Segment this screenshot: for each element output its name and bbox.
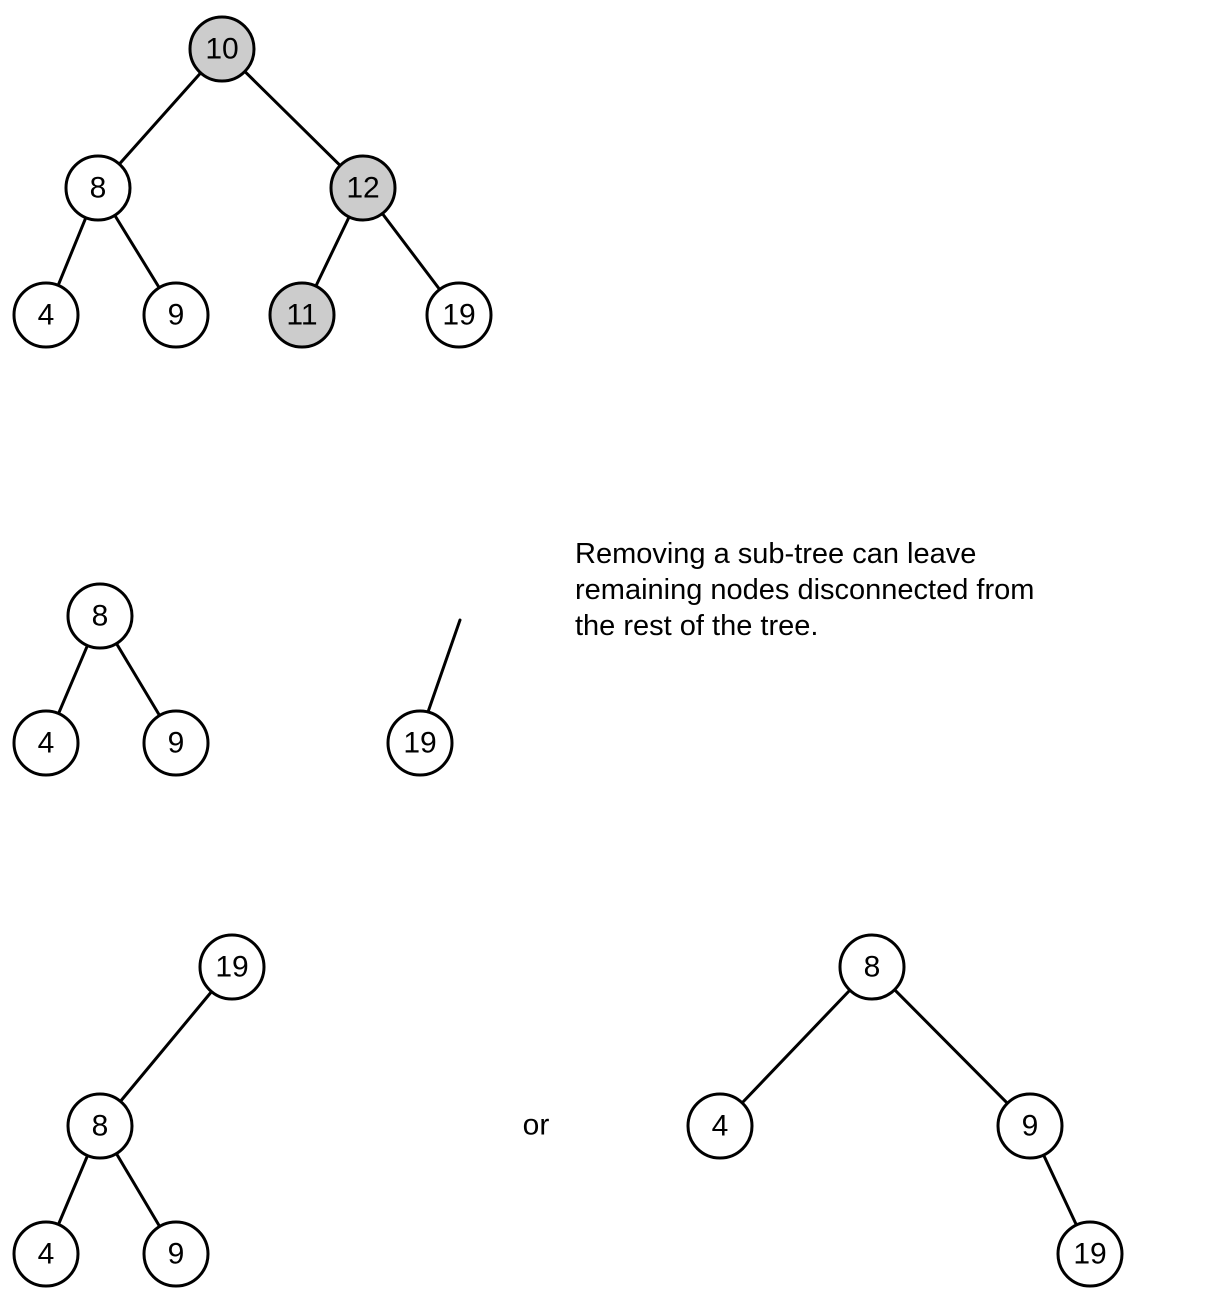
caption-line: Removing a sub-tree can leave [575, 538, 976, 570]
tree-node: 4 [14, 1222, 78, 1286]
tree-edge [382, 214, 439, 290]
tree-node: 9 [998, 1094, 1062, 1158]
tree-original: 10 8 12 4 9 11 19 [14, 17, 491, 347]
tree-option-right: 8 4 9 19 [688, 935, 1122, 1286]
tree-edge [116, 1154, 159, 1227]
tree-edge [120, 992, 211, 1102]
tree-node: 19 [427, 283, 491, 347]
tree-node: 8 [68, 584, 132, 648]
tree-node-label: 4 [712, 1110, 729, 1143]
or-label: or [523, 1109, 550, 1142]
tree-node: 10 [190, 17, 254, 81]
tree-node: 4 [688, 1094, 752, 1158]
tree-node-label: 9 [168, 727, 185, 760]
tree-edge [115, 215, 160, 287]
tree-edge [58, 218, 86, 286]
tree-edge [895, 990, 1008, 1104]
tree-node-label: 12 [346, 172, 379, 205]
tree-edge [58, 1155, 87, 1224]
tree-node-label: 4 [38, 727, 55, 760]
diagram-caption: Removing a sub-tree can leave remaining n… [575, 538, 1034, 642]
tree-node-label: 10 [205, 33, 238, 66]
tree-node-label: 8 [864, 951, 881, 984]
tree-disconnected: 8 4 9 19 [14, 584, 460, 775]
tree-node-label: 8 [92, 600, 109, 633]
tree-node-label: 4 [38, 1238, 55, 1271]
tree-node-label: 19 [1073, 1238, 1106, 1271]
tree-edge [316, 217, 349, 286]
tree-edge [245, 71, 340, 165]
tree-node: 9 [144, 711, 208, 775]
tree-node-label: 8 [90, 172, 107, 205]
tree-node-label: 9 [168, 299, 185, 332]
tree-node-label: 19 [215, 951, 248, 984]
tree-node: 12 [331, 156, 395, 220]
tree-node-label: 19 [403, 727, 436, 760]
tree-node: 8 [68, 1094, 132, 1158]
tree-node: 8 [66, 156, 130, 220]
tree-node: 9 [144, 1222, 208, 1286]
caption-line: remaining nodes disconnected from [575, 574, 1034, 606]
tree-node: 11 [270, 283, 334, 347]
tree-node-label: 9 [168, 1238, 185, 1271]
tree-diagram-figure: 10 8 12 4 9 11 19 8 4 9 19 19 8 4 9 8 4 9 19 Removing a sub… [0, 0, 1208, 1294]
tree-node-label: 4 [38, 299, 55, 332]
tree-option-left: 19 8 4 9 [14, 935, 264, 1286]
tree-edge [59, 645, 88, 713]
tree-node: 19 [200, 935, 264, 999]
tree-edge [742, 990, 850, 1103]
tree-node-label: 11 [286, 299, 317, 332]
tree-node: 4 [14, 283, 78, 347]
tree-node: 8 [840, 935, 904, 999]
tree-edge [116, 643, 159, 715]
tree-edge [119, 73, 200, 164]
tree-edge [1044, 1155, 1077, 1225]
tree-node-label: 19 [442, 299, 475, 332]
tree-node: 19 [388, 711, 452, 775]
caption-line: the rest of the tree. [575, 610, 818, 642]
tree-node: 4 [14, 711, 78, 775]
tree-node: 19 [1058, 1222, 1122, 1286]
dangling-edge [428, 620, 460, 712]
tree-node-label: 9 [1022, 1110, 1039, 1143]
tree-node-label: 8 [92, 1110, 109, 1143]
tree-node: 9 [144, 283, 208, 347]
